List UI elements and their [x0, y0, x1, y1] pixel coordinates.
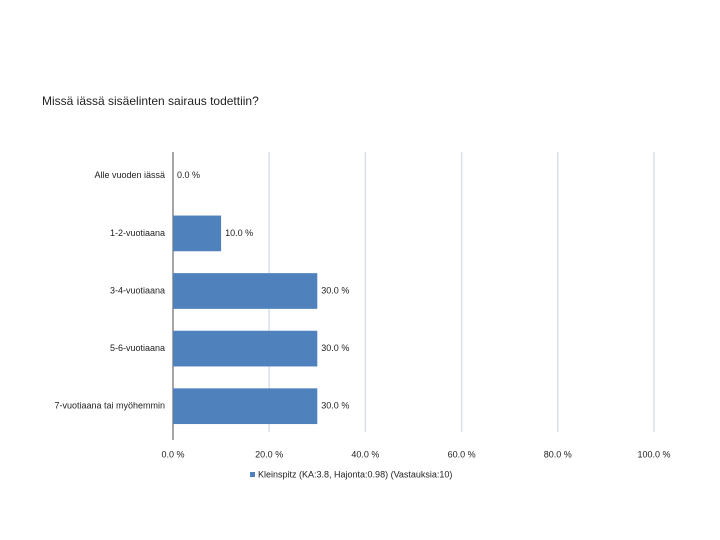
- bar: [173, 273, 318, 309]
- y-tick-label: Alle vuoden iässä: [94, 170, 165, 180]
- y-tick-label: 7-vuotiaana tai myöhemmin: [54, 401, 165, 411]
- data-label: 0.0 %: [177, 170, 200, 180]
- x-tick-label: 60.0 %: [448, 449, 476, 459]
- data-label: 30.0 %: [321, 401, 349, 411]
- x-tick-label: 100.0 %: [637, 449, 670, 459]
- x-tick-label: 20.0 %: [255, 449, 283, 459]
- y-tick-label: 1-2-vuotiaana: [110, 228, 165, 238]
- chart-title: Missä iässä sisäelinten sairaus todettii…: [42, 94, 259, 108]
- x-tick-label: 40.0 %: [351, 449, 379, 459]
- data-label: 10.0 %: [225, 228, 253, 238]
- y-tick-label: 5-6-vuotiaana: [110, 343, 165, 353]
- bar: [173, 330, 318, 367]
- bar: [173, 388, 318, 425]
- x-tick-label: 0.0 %: [161, 449, 184, 459]
- x-tick-label: 80.0 %: [544, 449, 572, 459]
- y-tick-label: 3-4-vuotiaana: [110, 285, 165, 295]
- bar: [173, 215, 222, 252]
- data-label: 30.0 %: [321, 343, 349, 353]
- data-label: 30.0 %: [321, 285, 349, 295]
- legend-label: Kleinspitz (KA:3.8, Hajonta:0.98) (Vasta…: [258, 469, 452, 479]
- legend-swatch: [250, 472, 255, 477]
